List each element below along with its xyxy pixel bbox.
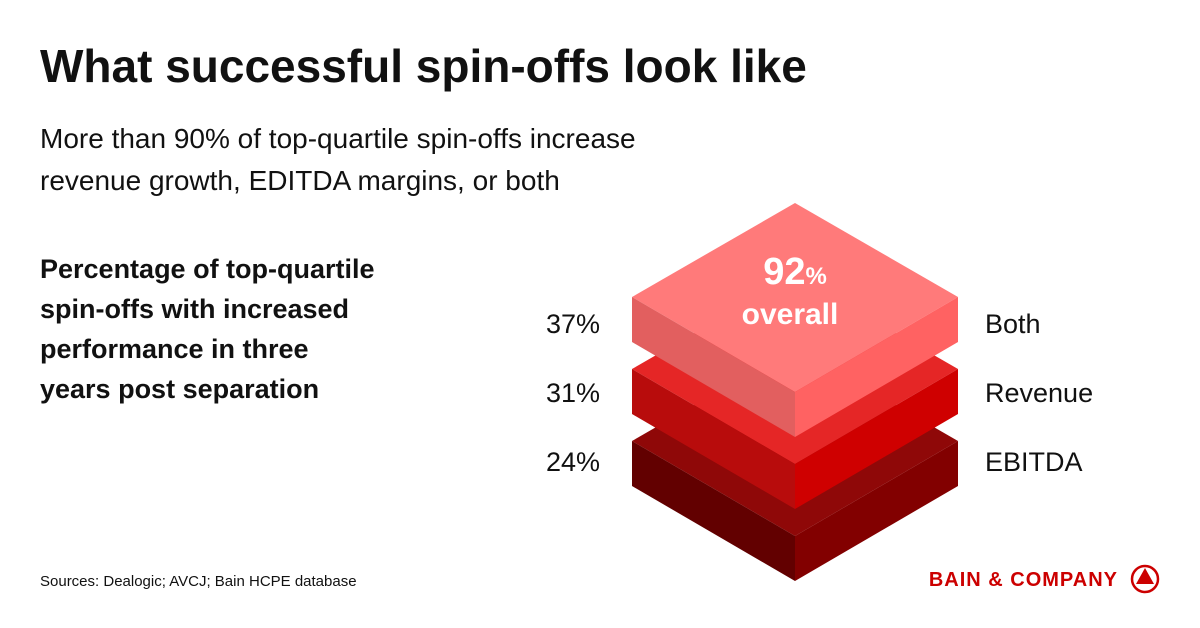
- layer-percent: 37%: [546, 309, 600, 339]
- layer-side: [795, 297, 958, 437]
- heading: performance in three: [40, 334, 309, 364]
- title: What successful spin-offs look like: [40, 40, 807, 92]
- subtitle: More than 90% of top-quartile spin-offs …: [40, 123, 636, 154]
- layer-side: [632, 369, 795, 509]
- layer-top: [632, 203, 958, 392]
- source: Sources: Dealogic; AVCJ; Bain HCPE datab…: [40, 573, 357, 590]
- overall-number: 92: [763, 251, 805, 293]
- layer-label: Both: [985, 309, 1041, 339]
- layer-side: [795, 441, 958, 581]
- layer-side: [795, 369, 958, 509]
- heading: years post separation: [40, 374, 319, 404]
- overall-label: overall: [742, 298, 839, 331]
- layer-percent: 31%: [546, 378, 600, 408]
- heading: Percentage of top-quartile: [40, 254, 375, 284]
- layer-side: [632, 441, 795, 581]
- layer-side: [632, 297, 795, 437]
- layer-stack: [632, 203, 958, 581]
- layer-label: Revenue: [985, 378, 1093, 408]
- heading: spin-offs with increased: [40, 294, 349, 324]
- brand: BAIN & COMPANY: [929, 569, 1118, 591]
- overall-value: 92%: [763, 251, 827, 293]
- layer-percent: 24%: [546, 447, 600, 477]
- brand-icon: [1130, 564, 1160, 594]
- layer-label: EBITDA: [985, 447, 1083, 477]
- subtitle: revenue growth, EDITDA margins, or both: [40, 165, 560, 196]
- overall-unit: %: [805, 263, 826, 290]
